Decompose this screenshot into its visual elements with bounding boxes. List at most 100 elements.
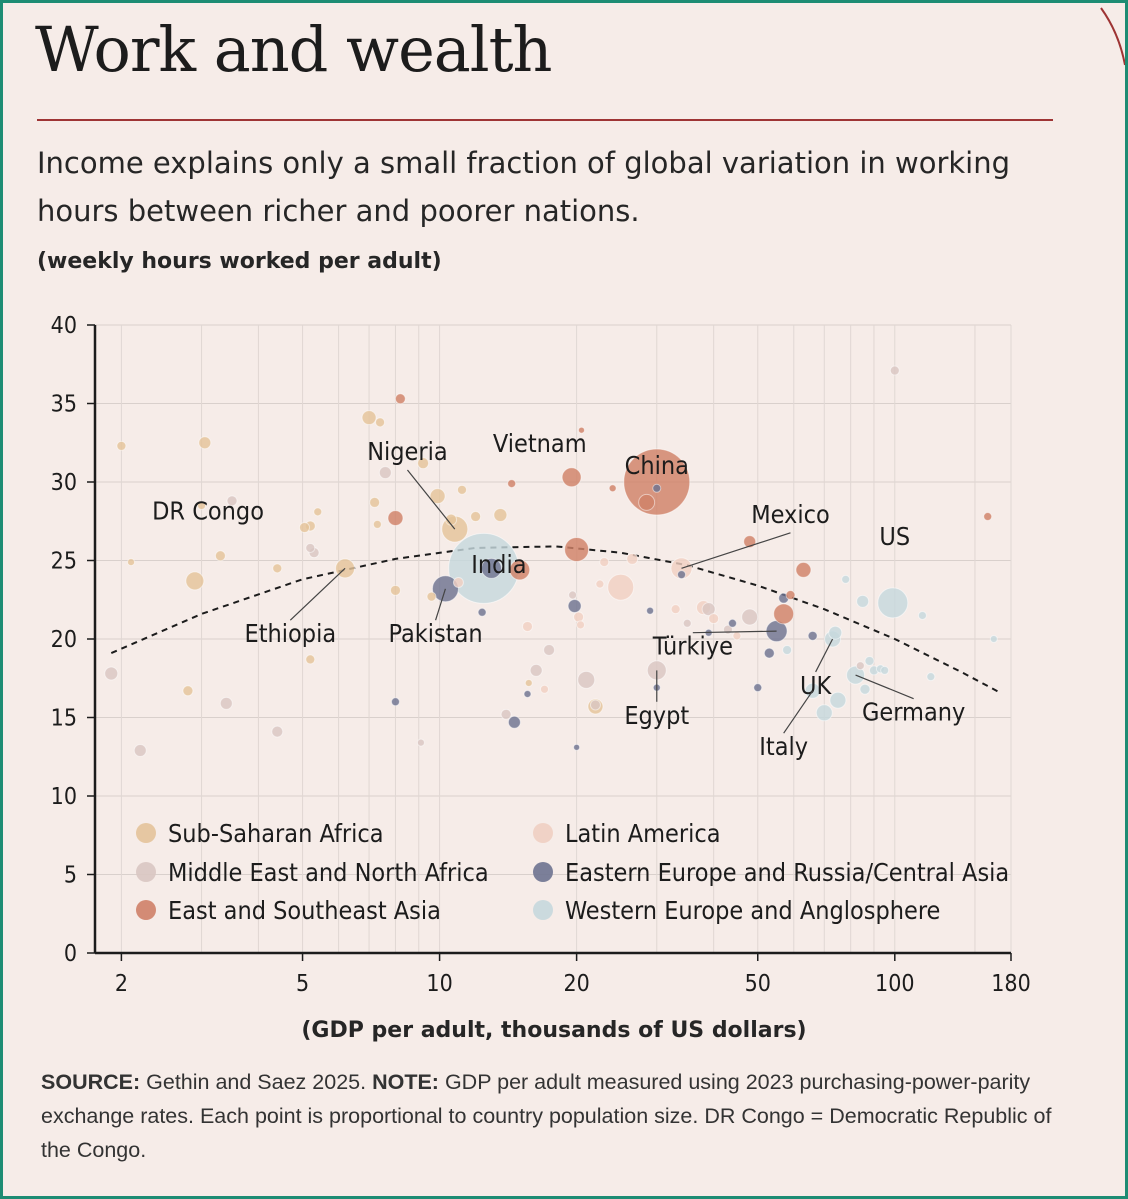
y-tick-label: 40: [51, 313, 77, 339]
label-leader-line: [435, 588, 446, 621]
country-label: Italy: [759, 732, 808, 761]
data-bubble: [271, 725, 284, 738]
source-label: SOURCE:: [41, 1070, 141, 1094]
label-leader-line: [855, 674, 914, 700]
data-bubble: [543, 643, 556, 656]
label-leader-line: [681, 532, 791, 569]
data-bubble: [127, 558, 136, 567]
y-tick-label: 25: [51, 549, 77, 575]
data-bubble: [470, 511, 482, 523]
y-tick-label: 20: [51, 627, 77, 653]
legend-swatch: [136, 900, 156, 920]
data-bubble: [785, 590, 796, 601]
data-bubble: [416, 738, 425, 747]
note-label: NOTE:: [372, 1070, 439, 1094]
data-bubble: [197, 501, 207, 511]
data-bubble: [568, 590, 578, 600]
data-bubble: [701, 602, 716, 617]
data-bubble: [763, 647, 775, 659]
data-bubble: [864, 655, 875, 666]
y-tick-label: 0: [64, 941, 77, 967]
legend: Sub-Saharan Africa Middle East and North …: [136, 819, 1009, 925]
y-tick-label: 30: [51, 470, 77, 496]
x-tick-label: 100: [875, 971, 915, 997]
data-bubble: [567, 599, 582, 614]
country-label: Germany: [862, 698, 965, 727]
data-bubble: [272, 563, 283, 574]
data-bubble: [880, 665, 890, 675]
data-bubble: [305, 542, 316, 553]
title-rule: [37, 119, 1053, 121]
country-label: Mexico: [751, 500, 830, 529]
data-bubble: [361, 410, 377, 426]
data-bubble: [429, 488, 446, 505]
data-bubble: [682, 618, 692, 628]
data-bubble: [561, 467, 582, 488]
legend-label: Middle East and North Africa: [168, 858, 489, 887]
data-labels: DR Congo Ethiopia Nigeria Pakistan India Viet…: [152, 429, 965, 761]
country-label: China: [625, 451, 689, 480]
page-title: Work and wealth: [35, 13, 552, 86]
country-label: Egypt: [624, 701, 689, 730]
data-bubble: [507, 479, 517, 489]
data-bubble: [856, 594, 870, 608]
data-bubble: [133, 743, 147, 757]
data-bubble: [576, 620, 586, 630]
data-bubble: [299, 522, 311, 534]
label-leader-line: [406, 469, 456, 530]
x-tick-label: 180: [991, 971, 1031, 997]
label-leader-line: [815, 638, 834, 673]
data-bubble: [375, 417, 386, 428]
data-bubble: [607, 573, 635, 601]
data-bubble: [524, 678, 533, 687]
data-bubble: [877, 587, 909, 619]
data-bubble: [509, 559, 531, 581]
legend-label: Western Europe and Anglosphere: [565, 896, 940, 925]
data-bubble: [708, 613, 720, 625]
data-bubble: [773, 603, 795, 625]
country-label: DR Congo: [152, 497, 264, 526]
data-bubble: [589, 699, 601, 711]
data-bubble: [369, 496, 381, 508]
label-leader-line: [692, 630, 777, 634]
x-tick-label: 10: [426, 971, 452, 997]
data-bubble: [480, 557, 502, 579]
note-text: GDP per adult measured using 2023 purcha…: [41, 1070, 1052, 1162]
country-label: Türkiye: [652, 632, 733, 661]
data-bubble: [313, 507, 323, 517]
label-leader-line: [783, 690, 814, 734]
data-bubble: [198, 436, 212, 450]
data-bubble: [417, 457, 430, 470]
data-bubble: [521, 620, 533, 632]
data-bubble: [595, 579, 605, 589]
data-bubble: [523, 689, 532, 698]
data-bubble: [426, 591, 437, 602]
data-bubble: [807, 630, 818, 641]
data-bubble: [828, 625, 843, 640]
y-tick-label: 35: [51, 392, 77, 418]
data-bubble: [983, 512, 993, 522]
legend-swatch: [533, 862, 553, 882]
data-bubble: [493, 507, 508, 522]
data-bubble: [564, 537, 590, 563]
data-bubble: [394, 393, 406, 405]
legend-swatch: [533, 900, 553, 920]
data-bubble: [116, 440, 127, 451]
x-tick-label: 50: [745, 971, 771, 997]
data-bubble: [182, 685, 194, 697]
data-bubble: [577, 426, 585, 434]
legend-label: Eastern Europe and Russia/Central Asia: [565, 858, 1009, 887]
legend-label: East and Southeast Asia: [168, 896, 441, 925]
trend-line: [110, 545, 1001, 694]
data-bubble: [741, 608, 759, 626]
corner-decoration: [1100, 7, 1125, 66]
legend-swatch: [533, 823, 553, 843]
data-bubble: [727, 618, 737, 628]
data-bubble: [889, 365, 900, 376]
country-label: Pakistan: [389, 619, 483, 648]
country-label: Vietnam: [493, 429, 587, 458]
legend-label: Latin America: [565, 819, 721, 848]
data-bubble: [507, 715, 521, 729]
